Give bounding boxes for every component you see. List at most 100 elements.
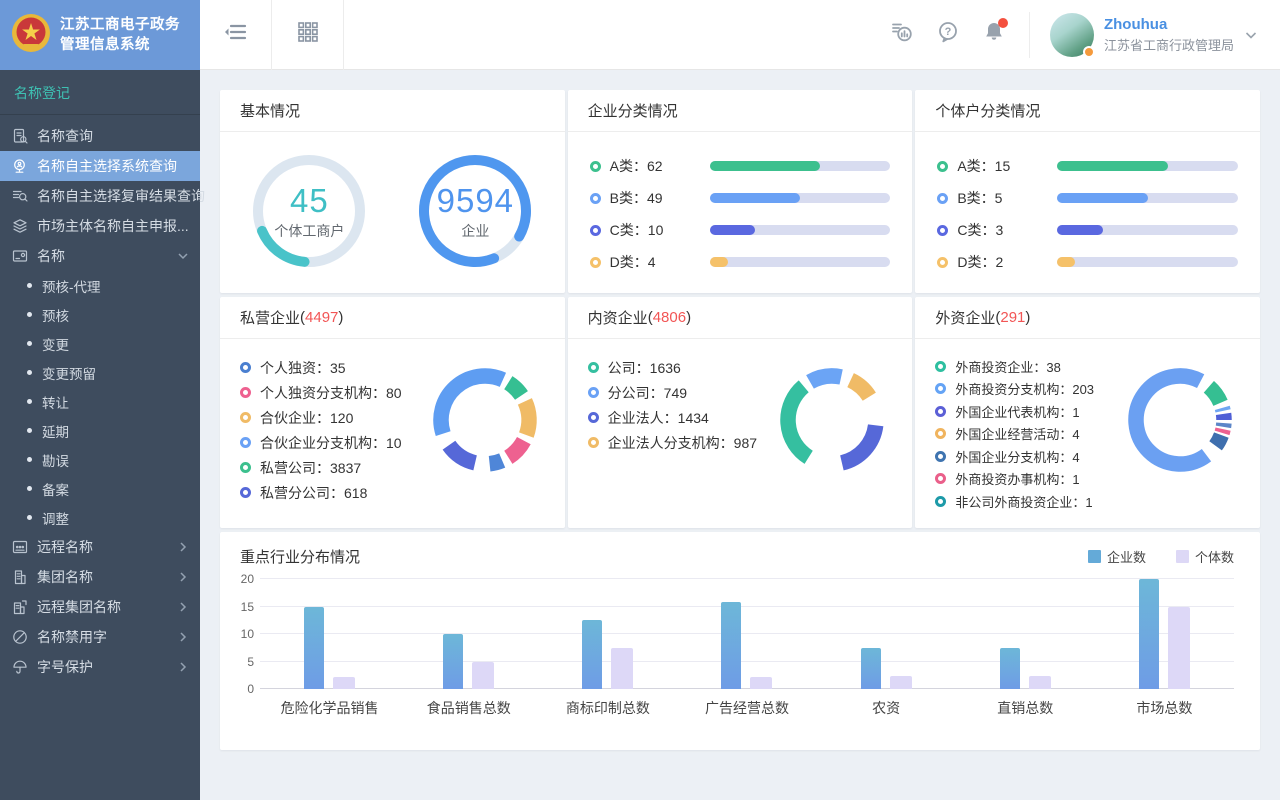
sidebar-item-label: 远程集团名称 xyxy=(37,599,121,615)
bar-企业数 xyxy=(1138,579,1159,689)
sidebar-item[interactable]: 远程集团名称 xyxy=(0,592,200,622)
sidebar-subitem[interactable]: 变更 xyxy=(0,329,200,358)
chevron-down-icon xyxy=(178,251,188,261)
sidebar-subitem[interactable]: 转让 xyxy=(0,387,200,416)
user-name: Zhouhua xyxy=(1103,16,1168,34)
sidebar-subitem[interactable]: 延期 xyxy=(0,416,200,445)
legend-label: 分公司：749 xyxy=(607,384,688,401)
legend-dot-icon xyxy=(240,437,251,448)
collapse-menu-button[interactable] xyxy=(200,0,272,70)
bar-个体数 xyxy=(1167,606,1190,689)
progress-label: C类：10 xyxy=(609,222,664,238)
progress-fill xyxy=(709,257,728,267)
help-icon: ? xyxy=(937,21,959,48)
chart-legend-item[interactable]: 企业数 xyxy=(1087,547,1146,566)
sidebar-item[interactable]: 名称 xyxy=(0,241,200,271)
user-search-icon xyxy=(12,158,28,174)
progress-track xyxy=(1057,225,1239,235)
sidebar: 江苏工商电子政务 管理信息系统 名称登记 名称查询 名称自主选择系统查询 名称自主选… xyxy=(0,0,205,800)
sidebar-item-label: 市场主体名称自主申报... xyxy=(37,218,189,234)
sidebar-item-label: 名称查询 xyxy=(37,128,93,144)
legend-dot-icon xyxy=(937,224,949,236)
national-emblem-icon xyxy=(10,12,52,59)
notifications-button[interactable] xyxy=(983,18,1008,48)
progress-row: C类：3 xyxy=(937,214,1239,246)
sidebar-item[interactable]: 名称自主选择复审结果查询 xyxy=(0,181,205,211)
bar-企业数 xyxy=(721,602,742,689)
legend-label: 外国企业经营活动：4 xyxy=(955,427,1080,443)
sidebar-item[interactable]: 集团名称 xyxy=(0,562,200,592)
sidebar-subitem-label: 备案 xyxy=(42,482,69,498)
report-icon xyxy=(891,21,913,48)
report-button[interactable] xyxy=(891,21,913,48)
user-org: 江苏省工商行政管理局 xyxy=(1103,37,1234,53)
legend-dot-icon xyxy=(937,160,949,172)
chart-legend-item[interactable]: 个体数 xyxy=(1175,547,1234,566)
sidebar-item-label: 字号保护 xyxy=(37,659,93,675)
sidebar-item[interactable]: 名称查询 xyxy=(0,121,200,151)
sidebar-item[interactable]: 远程名称 xyxy=(0,532,200,562)
sidebar-subitem[interactable]: 调整 xyxy=(0,503,200,532)
legend-label: 外国企业代表机构：1 xyxy=(955,404,1080,420)
progress-label: C类：3 xyxy=(957,222,1004,238)
sidebar-item[interactable]: 名称禁用字 xyxy=(0,622,200,652)
id-card-icon xyxy=(12,248,28,264)
sidebar-item-label: 名称 xyxy=(37,248,65,264)
bullet-icon xyxy=(27,312,32,317)
sidebar-item[interactable]: 市场主体名称自主申报... xyxy=(0,211,200,241)
help-button[interactable]: ? xyxy=(937,21,959,48)
x-category-label: 食品销售总数 xyxy=(426,700,511,716)
sidebar-item-label: 集团名称 xyxy=(37,569,93,585)
enterprise-class-card: 企业分类情况 A类：62 B类：49 C类：10 D类：4 xyxy=(567,90,913,293)
legend-row: 企业法人分支机构：987 xyxy=(587,430,769,455)
sidebar-item[interactable]: 名称自主选择系统查询 xyxy=(0,151,200,181)
sidebar-subitem[interactable]: 预核 xyxy=(0,300,200,329)
x-category-label: 广告经营总数 xyxy=(704,700,789,716)
legend-row: 个人独资分支机构：80 xyxy=(240,380,421,405)
bullet-icon xyxy=(27,341,32,346)
legend-row: 外国企业分支机构：4 xyxy=(935,445,1116,468)
legend-swatch xyxy=(1087,550,1101,563)
apps-grid-button[interactable] xyxy=(272,0,344,70)
avatar xyxy=(1049,12,1095,58)
progress-fill xyxy=(709,161,820,171)
legend-row: 合伙企业：120 xyxy=(240,405,421,430)
sidebar-subitem-label: 预核 xyxy=(42,308,69,324)
chevron-right-icon xyxy=(178,572,188,582)
legend-dot-icon xyxy=(935,473,947,485)
doc-search-icon xyxy=(12,128,28,144)
sidebar-item-label: 名称自主选择系统查询 xyxy=(37,158,177,174)
x-axis-labels: 危险化学品销售 食品销售总数 商标印制总数 广告经营总数 农资 直销总数 市场总数 xyxy=(260,689,1234,718)
domestic-enterprise-card: 内资企业 ( 4806 ) 公司：1636 分公司：749 企业法人：1434 企业法… xyxy=(567,297,913,528)
progress-row: A类：15 xyxy=(937,150,1239,182)
private-enterprise-card: 私营企业 ( 4497 ) 个人独资：35 个人独资分支机构：80 合伙企业：120… xyxy=(220,297,565,528)
progress-row: B类：49 xyxy=(589,182,891,214)
card-title: 企业分类情况 xyxy=(567,90,913,132)
donut-card-body: 公司：1636 分公司：749 企业法人：1434 企业法人分支机构：987 xyxy=(568,339,913,481)
notification-badge xyxy=(997,18,1008,28)
donut-chart xyxy=(421,351,549,481)
sidebar-item[interactable]: 字号保护 xyxy=(0,652,200,682)
user-menu[interactable]: Zhouhua 江苏省工商行政管理局 xyxy=(1028,11,1258,58)
sidebar-subitem[interactable]: 预核-代理 xyxy=(0,271,200,300)
progress-fill xyxy=(1057,193,1148,203)
sidebar-subitem[interactable]: 勘误 xyxy=(0,445,200,474)
sidebar-subitem[interactable]: 变更预留 xyxy=(0,358,200,387)
legend-dot-icon xyxy=(937,256,949,268)
progress-list: A类：15 B类：5 C类：3 D类：2 xyxy=(915,132,1260,278)
card-title: 内资企业 ( 4806 ) xyxy=(567,297,913,339)
foreign-enterprise-card: 外资企业 ( 291 ) 外商投资企业：38 外商投资分支机构：203 外国企业代表… xyxy=(915,297,1261,528)
legend-dot-icon xyxy=(587,362,599,373)
legend-label: 外国企业分支机构：4 xyxy=(955,449,1080,465)
sidebar-subitem[interactable]: 备案 xyxy=(0,474,200,503)
bullet-icon xyxy=(27,399,32,404)
legend-dot-icon xyxy=(587,437,599,448)
layers-icon xyxy=(12,218,28,234)
legend-row: 分公司：749 xyxy=(587,380,769,405)
building-icon xyxy=(12,569,28,585)
total-count: 291 xyxy=(1000,309,1026,326)
bullet-icon xyxy=(27,283,32,288)
bar-企业数 xyxy=(860,647,881,689)
gridline xyxy=(260,688,1234,689)
chevron-right-icon xyxy=(178,542,188,552)
